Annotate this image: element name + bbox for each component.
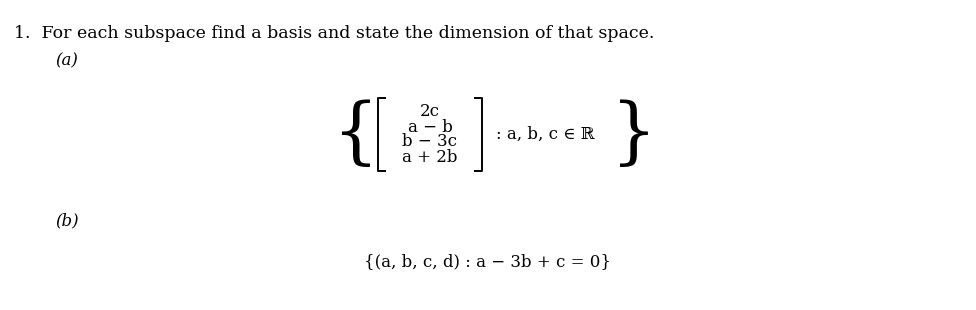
Text: : a, b, c ∈ ℝ: : a, b, c ∈ ℝ xyxy=(496,126,594,143)
Text: 2c: 2c xyxy=(420,104,440,121)
Text: (b): (b) xyxy=(55,212,79,229)
Text: {: { xyxy=(333,99,379,170)
Text: 1.  For each subspace find a basis and state the dimension of that space.: 1. For each subspace find a basis and st… xyxy=(14,25,654,42)
Text: {(a, b, c, d) : a − 3b + c = 0}: {(a, b, c, d) : a − 3b + c = 0} xyxy=(364,254,612,271)
Text: }: } xyxy=(611,99,657,170)
Text: b − 3c: b − 3c xyxy=(402,134,458,150)
Text: a − b: a − b xyxy=(408,118,453,135)
Text: a + 2b: a + 2b xyxy=(402,148,458,166)
Text: (a): (a) xyxy=(55,52,78,69)
